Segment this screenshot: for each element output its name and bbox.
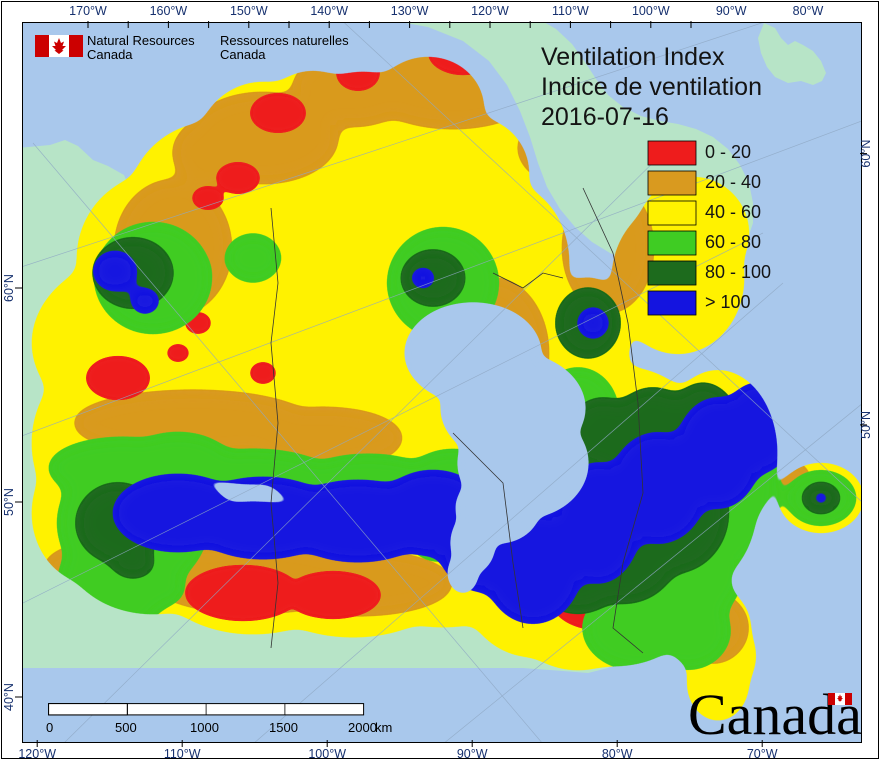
- svg-text:km: km: [375, 720, 392, 735]
- svg-text:20 - 40: 20 - 40: [705, 172, 761, 192]
- svg-text:120°W: 120°W: [18, 747, 56, 760]
- svg-text:100°W: 100°W: [308, 747, 346, 760]
- svg-text:500: 500: [115, 720, 137, 735]
- svg-text:110°W: 110°W: [164, 747, 201, 760]
- svg-text:90°W: 90°W: [457, 747, 488, 760]
- svg-text:40°N: 40°N: [2, 683, 16, 711]
- svg-text:1000: 1000: [190, 720, 219, 735]
- svg-text:0: 0: [46, 720, 53, 735]
- svg-text:2016-07-16: 2016-07-16: [541, 103, 669, 131]
- svg-text:70°W: 70°W: [747, 747, 778, 760]
- svg-text:80°W: 80°W: [602, 747, 633, 760]
- svg-text:1500: 1500: [269, 720, 298, 735]
- svg-text:Natural Resources: Natural Resources: [87, 33, 195, 48]
- svg-text:40 - 60: 40 - 60: [705, 202, 761, 222]
- svg-text:Canada: Canada: [87, 47, 133, 62]
- svg-text:60°N: 60°N: [2, 274, 16, 302]
- svg-text:> 100: > 100: [705, 292, 751, 312]
- svg-text:0 - 20: 0 - 20: [705, 142, 751, 162]
- svg-text:2000: 2000: [348, 720, 377, 735]
- svg-text:Ressources naturelles: Ressources naturelles: [220, 33, 349, 48]
- svg-text:Indice de ventilation: Indice de ventilation: [541, 73, 762, 101]
- svg-text:60 - 80: 60 - 80: [705, 232, 761, 252]
- svg-text:Ventilation Index: Ventilation Index: [541, 43, 725, 71]
- svg-text:50°N: 50°N: [2, 488, 16, 516]
- svg-text:Canada: Canada: [220, 47, 266, 62]
- svg-text:80 - 100: 80 - 100: [705, 262, 771, 282]
- svg-text:Canada: Canada: [688, 682, 862, 743]
